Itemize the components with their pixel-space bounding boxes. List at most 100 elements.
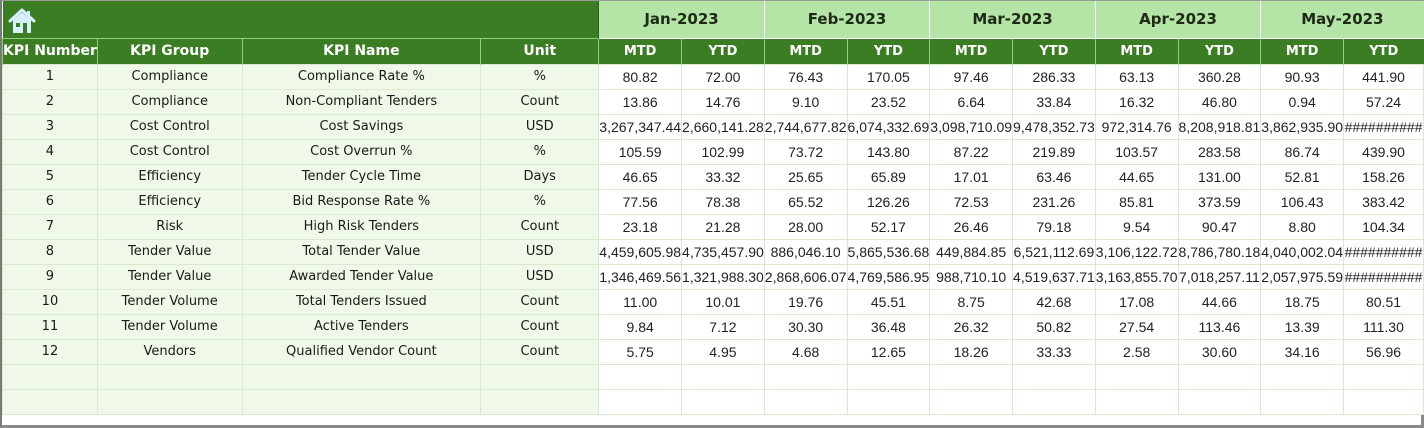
- cell-ytd-value[interactable]: [846, 388, 931, 415]
- cell-kpi-name[interactable]: Cost Savings: [241, 113, 482, 140]
- cell-unit[interactable]: USD: [480, 113, 600, 140]
- cell-mtd-value[interactable]: 97.46: [929, 63, 1014, 90]
- cell-mtd-value[interactable]: 9.54: [1094, 213, 1179, 240]
- cell-mtd-value[interactable]: [763, 388, 848, 415]
- cell-mtd-value[interactable]: 52.81: [1260, 163, 1345, 190]
- cell-unit[interactable]: USD: [480, 263, 600, 290]
- cell-ytd-value[interactable]: 30.60: [1177, 338, 1262, 365]
- cell-ytd-value[interactable]: 126.26: [846, 188, 931, 215]
- cell-kpi-group[interactable]: Tender Volume: [96, 313, 243, 340]
- cell-ytd-value[interactable]: 56.96: [1343, 338, 1424, 365]
- cell-mtd-value[interactable]: [1260, 363, 1345, 390]
- cell-mtd-value[interactable]: 2,744,677.82: [763, 113, 848, 140]
- cell-kpi-name[interactable]: Bid Response Rate %: [241, 188, 482, 215]
- cell-ytd-value[interactable]: 46.80: [1177, 88, 1262, 115]
- cell-ytd-value[interactable]: [1177, 388, 1262, 415]
- cell-kpi-number[interactable]: 8: [2, 238, 98, 265]
- cell-ytd-value[interactable]: 219.89: [1012, 138, 1096, 165]
- cell-mtd-value[interactable]: [1094, 363, 1179, 390]
- cell-ytd-value[interactable]: [1343, 388, 1424, 415]
- cell-mtd-value[interactable]: [929, 363, 1014, 390]
- cell-ytd-value[interactable]: 57.24: [1343, 88, 1424, 115]
- cell-mtd-value[interactable]: 3,267,347.44: [598, 113, 683, 140]
- cell-mtd-value[interactable]: 23.18: [598, 213, 683, 240]
- cell-mtd-value[interactable]: [763, 363, 848, 390]
- cell-mtd-value[interactable]: 77.56: [598, 188, 683, 215]
- cell-ytd-value[interactable]: 10.01: [681, 288, 765, 315]
- cell-mtd-value[interactable]: 63.13: [1094, 63, 1179, 90]
- cell-unit[interactable]: USD: [480, 238, 600, 265]
- cell-mtd-value[interactable]: 103.57: [1094, 138, 1179, 165]
- cell-ytd-value[interactable]: 65.89: [846, 163, 931, 190]
- cell-unit[interactable]: Days: [480, 163, 600, 190]
- cell-kpi-name[interactable]: [241, 363, 482, 390]
- cell-ytd-value[interactable]: 63.46: [1012, 163, 1096, 190]
- cell-ytd-value[interactable]: 79.18: [1012, 213, 1096, 240]
- cell-ytd-value[interactable]: 113.46: [1177, 313, 1262, 340]
- cell-mtd-value[interactable]: 0.94: [1260, 88, 1345, 115]
- cell-unit[interactable]: %: [480, 63, 600, 90]
- cell-ytd-value[interactable]: 33.33: [1012, 338, 1096, 365]
- cell-mtd-value[interactable]: [598, 388, 683, 415]
- cell-ytd-value[interactable]: 44.66: [1177, 288, 1262, 315]
- cell-kpi-number[interactable]: 6: [2, 188, 98, 215]
- cell-kpi-name[interactable]: Non-Compliant Tenders: [241, 88, 482, 115]
- cell-ytd-value[interactable]: [1012, 388, 1096, 415]
- cell-mtd-value[interactable]: 34.16: [1260, 338, 1345, 365]
- cell-ytd-value[interactable]: 14.76: [681, 88, 765, 115]
- cell-kpi-number[interactable]: 3: [2, 113, 98, 140]
- cell-kpi-number[interactable]: 10: [2, 288, 98, 315]
- cell-mtd-value[interactable]: 8.80: [1260, 213, 1345, 240]
- cell-ytd-value[interactable]: 8,208,918.81: [1177, 113, 1262, 140]
- cell-kpi-number[interactable]: 2: [2, 88, 98, 115]
- cell-ytd-value[interactable]: 231.26: [1012, 188, 1096, 215]
- cell-mtd-value[interactable]: 2.58: [1094, 338, 1179, 365]
- cell-unit[interactable]: %: [480, 188, 600, 215]
- cell-mtd-value[interactable]: 19.76: [763, 288, 848, 315]
- cell-ytd-value[interactable]: 441.90: [1343, 63, 1424, 90]
- cell-ytd-value[interactable]: 4.95: [681, 338, 765, 365]
- cell-kpi-number[interactable]: 11: [2, 313, 98, 340]
- cell-kpi-group[interactable]: Cost Control: [96, 138, 243, 165]
- cell-ytd-value[interactable]: ##########: [1343, 113, 1424, 140]
- cell-mtd-value[interactable]: 106.43: [1260, 188, 1345, 215]
- cell-mtd-value[interactable]: 3,862,935.90: [1260, 113, 1345, 140]
- cell-unit[interactable]: [480, 388, 600, 415]
- cell-mtd-value[interactable]: 17.01: [929, 163, 1014, 190]
- cell-kpi-group[interactable]: Efficiency: [96, 163, 243, 190]
- cell-mtd-value[interactable]: 27.54: [1094, 313, 1179, 340]
- cell-ytd-value[interactable]: 2,660,141.28: [681, 113, 765, 140]
- cell-ytd-value[interactable]: 170.05: [846, 63, 931, 90]
- cell-ytd-value[interactable]: 52.17: [846, 213, 931, 240]
- cell-kpi-group[interactable]: Cost Control: [96, 113, 243, 140]
- cell-mtd-value[interactable]: 26.46: [929, 213, 1014, 240]
- cell-ytd-value[interactable]: [681, 388, 765, 415]
- cell-unit[interactable]: Count: [480, 288, 600, 315]
- cell-kpi-name[interactable]: [241, 388, 482, 415]
- cell-mtd-value[interactable]: 6.64: [929, 88, 1014, 115]
- cell-mtd-value[interactable]: [1094, 388, 1179, 415]
- cell-ytd-value[interactable]: 72.00: [681, 63, 765, 90]
- cell-kpi-name[interactable]: Cost Overrun %: [241, 138, 482, 165]
- cell-mtd-value[interactable]: 13.86: [598, 88, 683, 115]
- cell-ytd-value[interactable]: 45.51: [846, 288, 931, 315]
- cell-kpi-group[interactable]: [96, 388, 243, 415]
- cell-ytd-value[interactable]: 23.52: [846, 88, 931, 115]
- cell-ytd-value[interactable]: [681, 363, 765, 390]
- cell-mtd-value[interactable]: [598, 363, 683, 390]
- cell-mtd-value[interactable]: 972,314.76: [1094, 113, 1179, 140]
- cell-mtd-value[interactable]: 17.08: [1094, 288, 1179, 315]
- cell-ytd-value[interactable]: 102.99: [681, 138, 765, 165]
- cell-mtd-value[interactable]: 4,459,605.98: [598, 238, 683, 265]
- cell-ytd-value[interactable]: 50.82: [1012, 313, 1096, 340]
- cell-ytd-value[interactable]: 6,521,112.69: [1012, 238, 1096, 265]
- cell-ytd-value[interactable]: 4,735,457.90: [681, 238, 765, 265]
- cell-unit[interactable]: Count: [480, 338, 600, 365]
- cell-ytd-value[interactable]: 131.00: [1177, 163, 1262, 190]
- cell-mtd-value[interactable]: 86.74: [1260, 138, 1345, 165]
- cell-mtd-value[interactable]: 80.82: [598, 63, 683, 90]
- cell-mtd-value[interactable]: 2,057,975.59: [1260, 263, 1345, 290]
- cell-kpi-group[interactable]: [96, 363, 243, 390]
- cell-kpi-number[interactable]: 1: [2, 63, 98, 90]
- cell-mtd-value[interactable]: 1,346,469.56: [598, 263, 683, 290]
